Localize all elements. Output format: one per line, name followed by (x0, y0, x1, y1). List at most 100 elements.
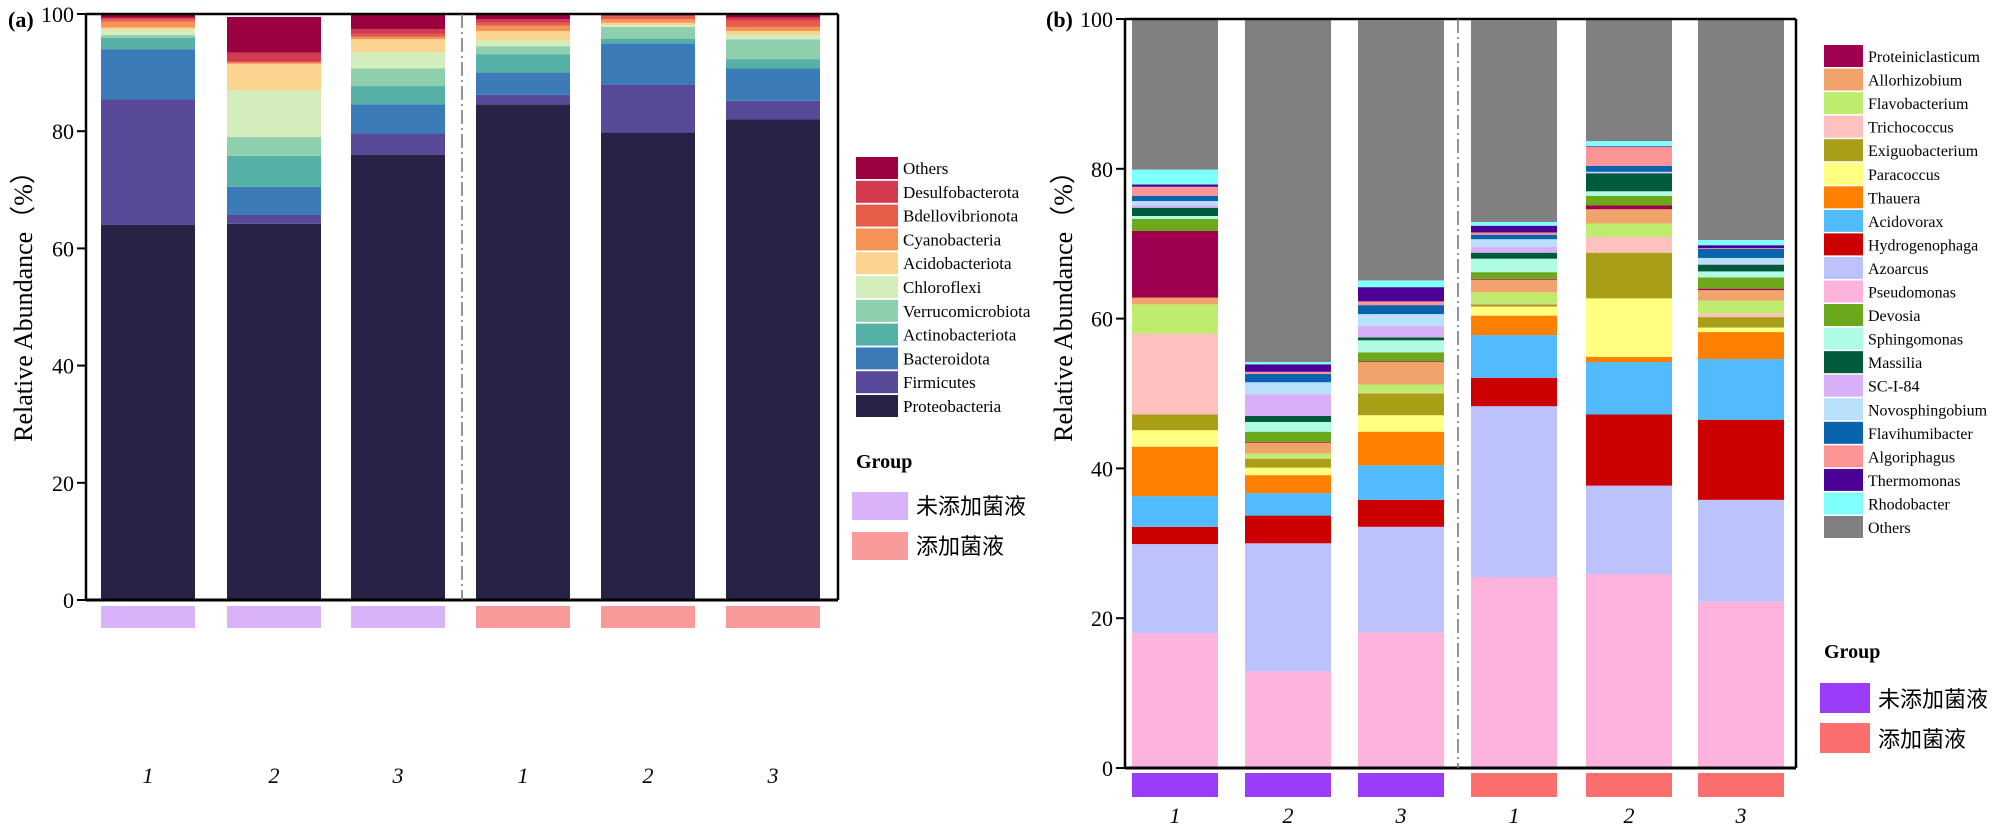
bar-segment-acidovorax (1586, 362, 1672, 415)
bar-segment-chloroflexi (227, 90, 321, 138)
bar-segment-actinobacteriota (601, 38, 695, 44)
legend-swatch (1824, 209, 1863, 232)
legend-item-devosia: Devosia (1824, 304, 1920, 327)
legend-label: Flavobacterium (1868, 96, 1969, 113)
group-legend-item: 添加菌液 (852, 532, 1004, 560)
bar-segment-flavobacterium (1358, 384, 1444, 393)
bar-segment-flavobacterium (1698, 300, 1784, 314)
legend-swatch (1824, 256, 1863, 279)
x-tick-label: 2 (1624, 803, 1635, 828)
bar-segment-bacteroidota (227, 186, 321, 215)
bar-segment-devosia (1586, 195, 1672, 206)
bar-segment-hydrogenophaga (1358, 499, 1444, 527)
group-indicator (1586, 773, 1672, 797)
group-indicator (1358, 773, 1444, 797)
bar-segment-thauera (1471, 315, 1557, 336)
bar-segment-flavobacterium (1132, 304, 1218, 334)
panel-b: (b) Relative Abundance（%） 1 2 3 1 2 3 0 20 40 60… (1046, 7, 1988, 828)
bar-segment-verrucomicrobiota (227, 137, 321, 156)
bar-segment-bdellovibrionota (726, 20, 820, 27)
group-indicator (601, 606, 695, 628)
bar-segment-exiguobacterium (1698, 317, 1784, 328)
legend-item-flavihumibacter: Flavihumibacter (1824, 421, 1974, 444)
bar-segment-allorhizobium (1132, 297, 1218, 305)
bar-segment-acidobacteriota (227, 63, 321, 91)
bar-segment-pseudomonas (1358, 632, 1444, 768)
group-legend-label: 未添加菌液 (1878, 687, 1988, 712)
legend-label: Thauera (1868, 190, 1920, 207)
legend-item-acidovorax: Acidovorax (1824, 209, 1944, 232)
bar-segment-devosia (1132, 218, 1218, 231)
x-tick-label: 1 (518, 763, 529, 788)
bar-segment-allorhizobium (1471, 279, 1557, 293)
bar-segment-azoarcus (1132, 544, 1218, 634)
bar-segment-massilia (1132, 207, 1218, 216)
bar-segment-rhodobacter (1698, 239, 1784, 246)
legend-item-novosphingobium: Novosphingobium (1824, 398, 1988, 421)
bar-segment-thauera (1586, 356, 1672, 363)
bar-segment-flavihumibacter (1358, 305, 1444, 315)
bar-segment-devosia (1698, 277, 1784, 289)
bar-segment-massilia (1245, 415, 1331, 422)
legend-item-bdellovibrionota: Bdellovibrionota (856, 204, 1019, 227)
axes: 0 20 40 60 80 100 (1080, 7, 1798, 781)
bar-segment-acidobacteriota (476, 30, 570, 41)
bar-segment-exiguobacterium (1245, 458, 1331, 468)
bar-segment-sc-i-84 (1358, 326, 1444, 338)
bar-segment-thauera (1132, 446, 1218, 497)
bar-segment-allorhizobium (1698, 290, 1784, 301)
group-indicator (1245, 773, 1331, 797)
bar-segment-desulfobacterota (601, 15, 695, 17)
legend-label: Acidobacteriota (903, 254, 1012, 273)
bar-segment-proteobacteria (726, 119, 820, 600)
y-tick-label: 80 (52, 119, 74, 144)
legend-item-thermomonas: Thermomonas (1824, 468, 1960, 491)
group-legend-label: 未添加菌液 (916, 494, 1026, 519)
legend-swatch (856, 204, 898, 227)
bar-segment-proteiniclasticum (1132, 230, 1218, 298)
bar-segment-proteiniclasticum (1586, 205, 1672, 210)
legend-swatch (1824, 468, 1863, 491)
legend-label: Pseudomonas (1868, 285, 1956, 302)
legend-label: Hydrogenophaga (1868, 237, 1978, 254)
legend-item-massilia: Massilia (1824, 351, 1922, 374)
bar-stack: 2 (227, 16, 321, 788)
legend-item-exiguobacterium: Exiguobacterium (1824, 139, 1979, 162)
bar-segment-acidovorax (1698, 359, 1784, 420)
legend-item-verrucomicrobiota: Verrucomicrobiota (856, 299, 1031, 322)
bar-segment-allorhizobium (1586, 209, 1672, 224)
bar-segment-sc-i-84 (1586, 172, 1672, 174)
bar-segment-thauera (1698, 332, 1784, 360)
bar-segment-proteobacteria (601, 132, 695, 600)
bar-stack: 1 (1132, 18, 1218, 828)
bar-segment-rhodobacter (1358, 280, 1444, 288)
group-legend-title: Group (1824, 641, 1880, 663)
y-tick-label: 0 (63, 588, 74, 613)
bar-segment-actinobacteriota (351, 86, 445, 105)
bar-segment-proteiniclasticum (1358, 361, 1444, 363)
bar-segment-proteobacteria (351, 154, 445, 600)
bar-segment-others (476, 14, 570, 20)
bar-segment-novosphingobium (1586, 171, 1672, 173)
bar-segment-allorhizobium (1358, 362, 1444, 385)
legend-swatch (1824, 421, 1863, 444)
bar-segment-algoriphagus (1698, 248, 1784, 249)
legend-label: Algoriphagus (1868, 449, 1955, 466)
bar-stack: 3 (1698, 18, 1784, 828)
legend-swatch (1824, 398, 1863, 421)
group-legend-swatch (852, 532, 908, 560)
bar-segment-chloroflexi (726, 34, 820, 40)
bar-segment-trichococcus (1132, 333, 1218, 415)
bar-segment-verrucomicrobiota (601, 26, 695, 39)
legend-label: SC-I-84 (1868, 379, 1920, 396)
legend-item-others: Others (1824, 516, 1911, 538)
bar-segment-acidovorax (1245, 493, 1331, 516)
legend-swatch (1824, 92, 1863, 115)
bar-segment-cyanobacteria (601, 19, 695, 23)
legend-label: Bdellovibrionota (903, 207, 1019, 226)
bar-segment-flavihumibacter (1586, 165, 1672, 172)
group-legend-item: 未添加菌液 (1820, 683, 1988, 713)
legend-item-flavobacterium: Flavobacterium (1824, 92, 1969, 115)
bar-segment-sphingomonas (1358, 340, 1444, 353)
